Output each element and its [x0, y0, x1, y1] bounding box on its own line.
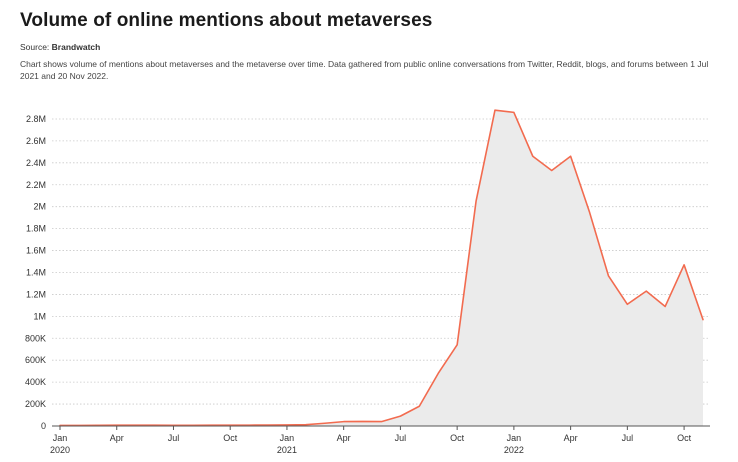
y-tick-label: 2.2M	[26, 180, 46, 190]
x-tick-year-label: 2022	[504, 445, 524, 455]
x-tick-label: Oct	[450, 433, 465, 443]
data-point	[702, 318, 704, 320]
x-tick-year-label: 2021	[277, 445, 297, 455]
source-label: Source:	[20, 42, 50, 52]
data-point	[324, 422, 326, 424]
y-tick-label: 0	[41, 421, 46, 431]
source-name: Brandwatch	[51, 42, 101, 52]
x-tick-label: Apr	[337, 433, 351, 443]
x-tick-label: Jul	[395, 433, 407, 443]
y-tick-label: 1.8M	[26, 224, 46, 234]
data-point	[342, 420, 344, 422]
y-tick-label: 600K	[25, 355, 46, 365]
x-tick-label: Jul	[622, 433, 634, 443]
x-tick-year-label: 2020	[50, 445, 70, 455]
data-point	[456, 344, 458, 346]
x-tick-label: Apr	[564, 433, 578, 443]
y-tick-label: 400K	[25, 377, 46, 387]
data-point	[626, 303, 628, 305]
y-tick-label: 2M	[33, 202, 46, 212]
data-point	[683, 264, 685, 266]
area-fill	[60, 110, 703, 426]
x-tick-label: Jul	[168, 433, 180, 443]
data-point	[399, 415, 401, 417]
x-tick-label: Oct	[677, 433, 692, 443]
x-tick-label: Jan	[53, 433, 68, 443]
x-tick-label: Jan	[507, 433, 522, 443]
area-fill-layer	[60, 110, 703, 426]
y-axis-ticks: 0 200K 400K 600K 800K 1M 1.2M 1.4M 1.6M 1.8M 2M 2.2…	[25, 114, 46, 431]
y-tick-label: 1.4M	[26, 267, 46, 277]
y-tick-label: 2.4M	[26, 158, 46, 168]
data-point	[361, 420, 363, 422]
data-point	[532, 155, 534, 157]
series-line	[59, 109, 704, 427]
series-line-layer	[59, 109, 704, 427]
data-point	[664, 305, 666, 307]
chart-description: Chart shows volume of mentions about met…	[20, 59, 709, 81]
data-point	[380, 420, 382, 422]
data-point	[513, 111, 515, 113]
y-tick-label: 1.2M	[26, 289, 46, 299]
data-point	[437, 372, 439, 374]
data-point	[645, 290, 647, 292]
data-point	[418, 405, 420, 407]
y-tick-label: 800K	[25, 333, 46, 343]
data-point	[569, 155, 571, 157]
x-axis: Jan 2020 Apr Jul Oct Jan 2021 Apr Jul Oct Jan 2022 A…	[50, 425, 710, 455]
x-tick-label: Jan	[280, 433, 295, 443]
data-point	[475, 200, 477, 202]
x-tick-label: Apr	[110, 433, 124, 443]
grid-lines	[52, 118, 710, 405]
y-tick-label: 1M	[33, 311, 46, 321]
y-tick-label: 1.6M	[26, 246, 46, 256]
data-point	[588, 211, 590, 213]
chart-title: Volume of online mentions about metavers…	[20, 10, 433, 31]
y-tick-label: 2.6M	[26, 136, 46, 146]
data-point	[494, 109, 496, 111]
y-tick-label: 2.8M	[26, 114, 46, 124]
data-point	[551, 169, 553, 171]
data-point	[607, 275, 609, 277]
y-tick-label: 200K	[25, 399, 46, 409]
chart-source: Source: Brandwatch	[20, 42, 100, 52]
x-tick-label: Oct	[223, 433, 238, 443]
